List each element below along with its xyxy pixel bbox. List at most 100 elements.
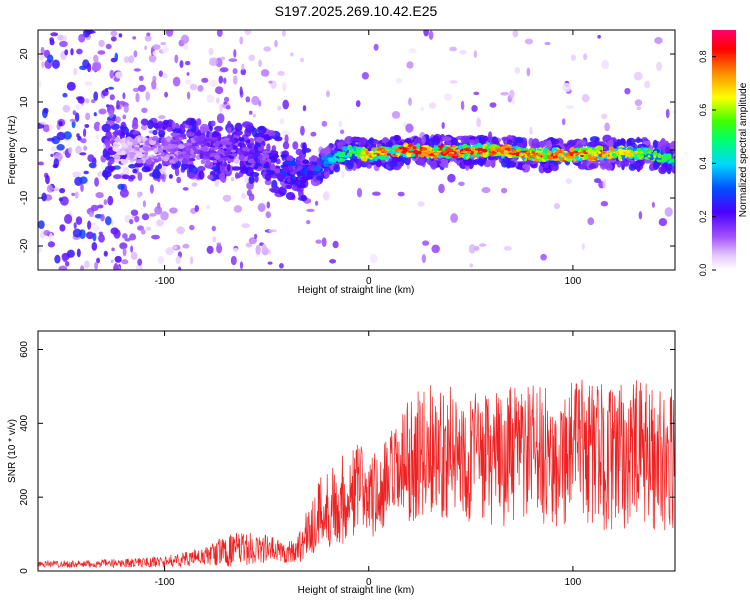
band-peak-cell xyxy=(628,153,633,157)
band-peak-cell xyxy=(588,152,591,155)
band-peak-cell xyxy=(620,152,624,156)
noise-cell xyxy=(489,102,497,108)
noise-cell xyxy=(45,174,50,185)
noise-cell xyxy=(47,54,54,63)
noise-cell xyxy=(600,200,609,207)
band-peak-cell xyxy=(580,154,584,157)
band-peak-cell xyxy=(377,150,382,154)
band-peak-cell xyxy=(476,152,483,155)
band-core-cell xyxy=(114,138,121,142)
band-peak-cell xyxy=(335,152,341,156)
band-peak-cell xyxy=(667,155,672,160)
band-core-cell xyxy=(163,142,169,146)
band-core-cell xyxy=(463,153,467,160)
band-peak-cell xyxy=(361,151,366,155)
noise-cell xyxy=(51,136,60,145)
band-core-cell xyxy=(194,149,198,154)
band-core-cell xyxy=(237,142,243,147)
noise-cell xyxy=(636,106,642,111)
noise-cell xyxy=(130,245,134,253)
noise-cell xyxy=(664,207,673,217)
noise-cell xyxy=(160,42,167,46)
band-core-cell xyxy=(276,174,285,180)
noise-cell xyxy=(84,30,93,35)
band-core-cell xyxy=(636,148,642,152)
noise-cell xyxy=(93,54,99,63)
noise-cell xyxy=(95,192,104,199)
noise-cell xyxy=(75,216,83,225)
band-core-cell xyxy=(244,157,248,162)
band-core-cell xyxy=(261,154,267,161)
band-halo-cell xyxy=(401,156,407,164)
band-core-cell xyxy=(391,145,397,150)
band-peak-cell xyxy=(471,147,475,152)
noise-cell xyxy=(66,249,75,258)
noise-cell xyxy=(190,256,194,265)
band-halo-cell xyxy=(113,174,122,180)
noise-cell xyxy=(420,106,424,112)
band-core-cell xyxy=(671,161,675,167)
band-peak-cell xyxy=(602,151,605,154)
noise-cell xyxy=(100,214,105,222)
noise-cell xyxy=(137,172,143,181)
band-peak-cell xyxy=(647,155,651,158)
band-peak-cell xyxy=(399,146,405,150)
band-core-cell xyxy=(231,153,238,156)
noise-cell xyxy=(130,251,138,260)
band-halo-cell xyxy=(147,119,154,130)
colorbar-tick-label: 0.8 xyxy=(698,50,708,63)
band-halo-cell xyxy=(531,138,540,149)
noise-cell xyxy=(460,100,465,111)
noise-cell xyxy=(206,94,215,103)
snr-y-tick-label: 400 xyxy=(19,415,30,432)
noise-cell xyxy=(129,233,137,241)
noise-cell xyxy=(503,246,512,251)
band-core-cell xyxy=(255,163,262,167)
band-peak-cell xyxy=(499,149,504,153)
noise-cell xyxy=(206,204,211,210)
noise-cell xyxy=(94,261,99,270)
band-core-cell xyxy=(254,157,259,162)
band-peak-cell xyxy=(437,149,443,151)
noise-cell xyxy=(417,201,425,207)
band-halo-cell xyxy=(366,163,372,169)
band-halo-cell xyxy=(375,159,383,168)
band-peak-cell xyxy=(500,146,505,151)
band-core-cell xyxy=(300,168,305,174)
snr-x-axis-label: Height of straight line (km) xyxy=(298,585,415,596)
band-halo-cell xyxy=(159,174,165,180)
noise-cell xyxy=(141,213,150,221)
noise-cell xyxy=(76,48,83,55)
noise-cell xyxy=(459,49,467,55)
noise-cell xyxy=(62,92,68,98)
band-halo-cell xyxy=(295,148,303,156)
band-core-cell xyxy=(289,160,297,167)
noise-cell xyxy=(244,30,252,35)
band-core-cell xyxy=(316,159,320,165)
band-peak-cell xyxy=(663,153,669,157)
band-core-cell xyxy=(237,149,241,155)
noise-cell xyxy=(274,39,278,48)
noise-cell xyxy=(481,187,491,194)
band-core-cell xyxy=(112,144,121,147)
noise-cell xyxy=(265,211,271,219)
band-peak-cell xyxy=(348,150,354,153)
noise-cell xyxy=(122,247,127,257)
noise-cell xyxy=(458,181,465,186)
band-peak-cell xyxy=(661,158,664,161)
band-core-cell xyxy=(149,139,156,145)
noise-cell xyxy=(233,205,243,213)
noise-cell xyxy=(93,121,101,132)
noise-cell xyxy=(105,87,109,92)
band-peak-cell xyxy=(539,152,544,155)
band-peak-cell xyxy=(335,157,338,161)
band-core-cell xyxy=(209,156,216,161)
band-core-cell xyxy=(185,142,192,146)
band-peak-cell xyxy=(509,149,516,151)
band-core-cell xyxy=(197,135,206,142)
band-core-cell xyxy=(177,151,183,155)
noise-cell xyxy=(114,52,119,62)
band-core-cell xyxy=(325,163,329,167)
noise-cell xyxy=(145,91,150,101)
noise-cell xyxy=(79,176,88,184)
